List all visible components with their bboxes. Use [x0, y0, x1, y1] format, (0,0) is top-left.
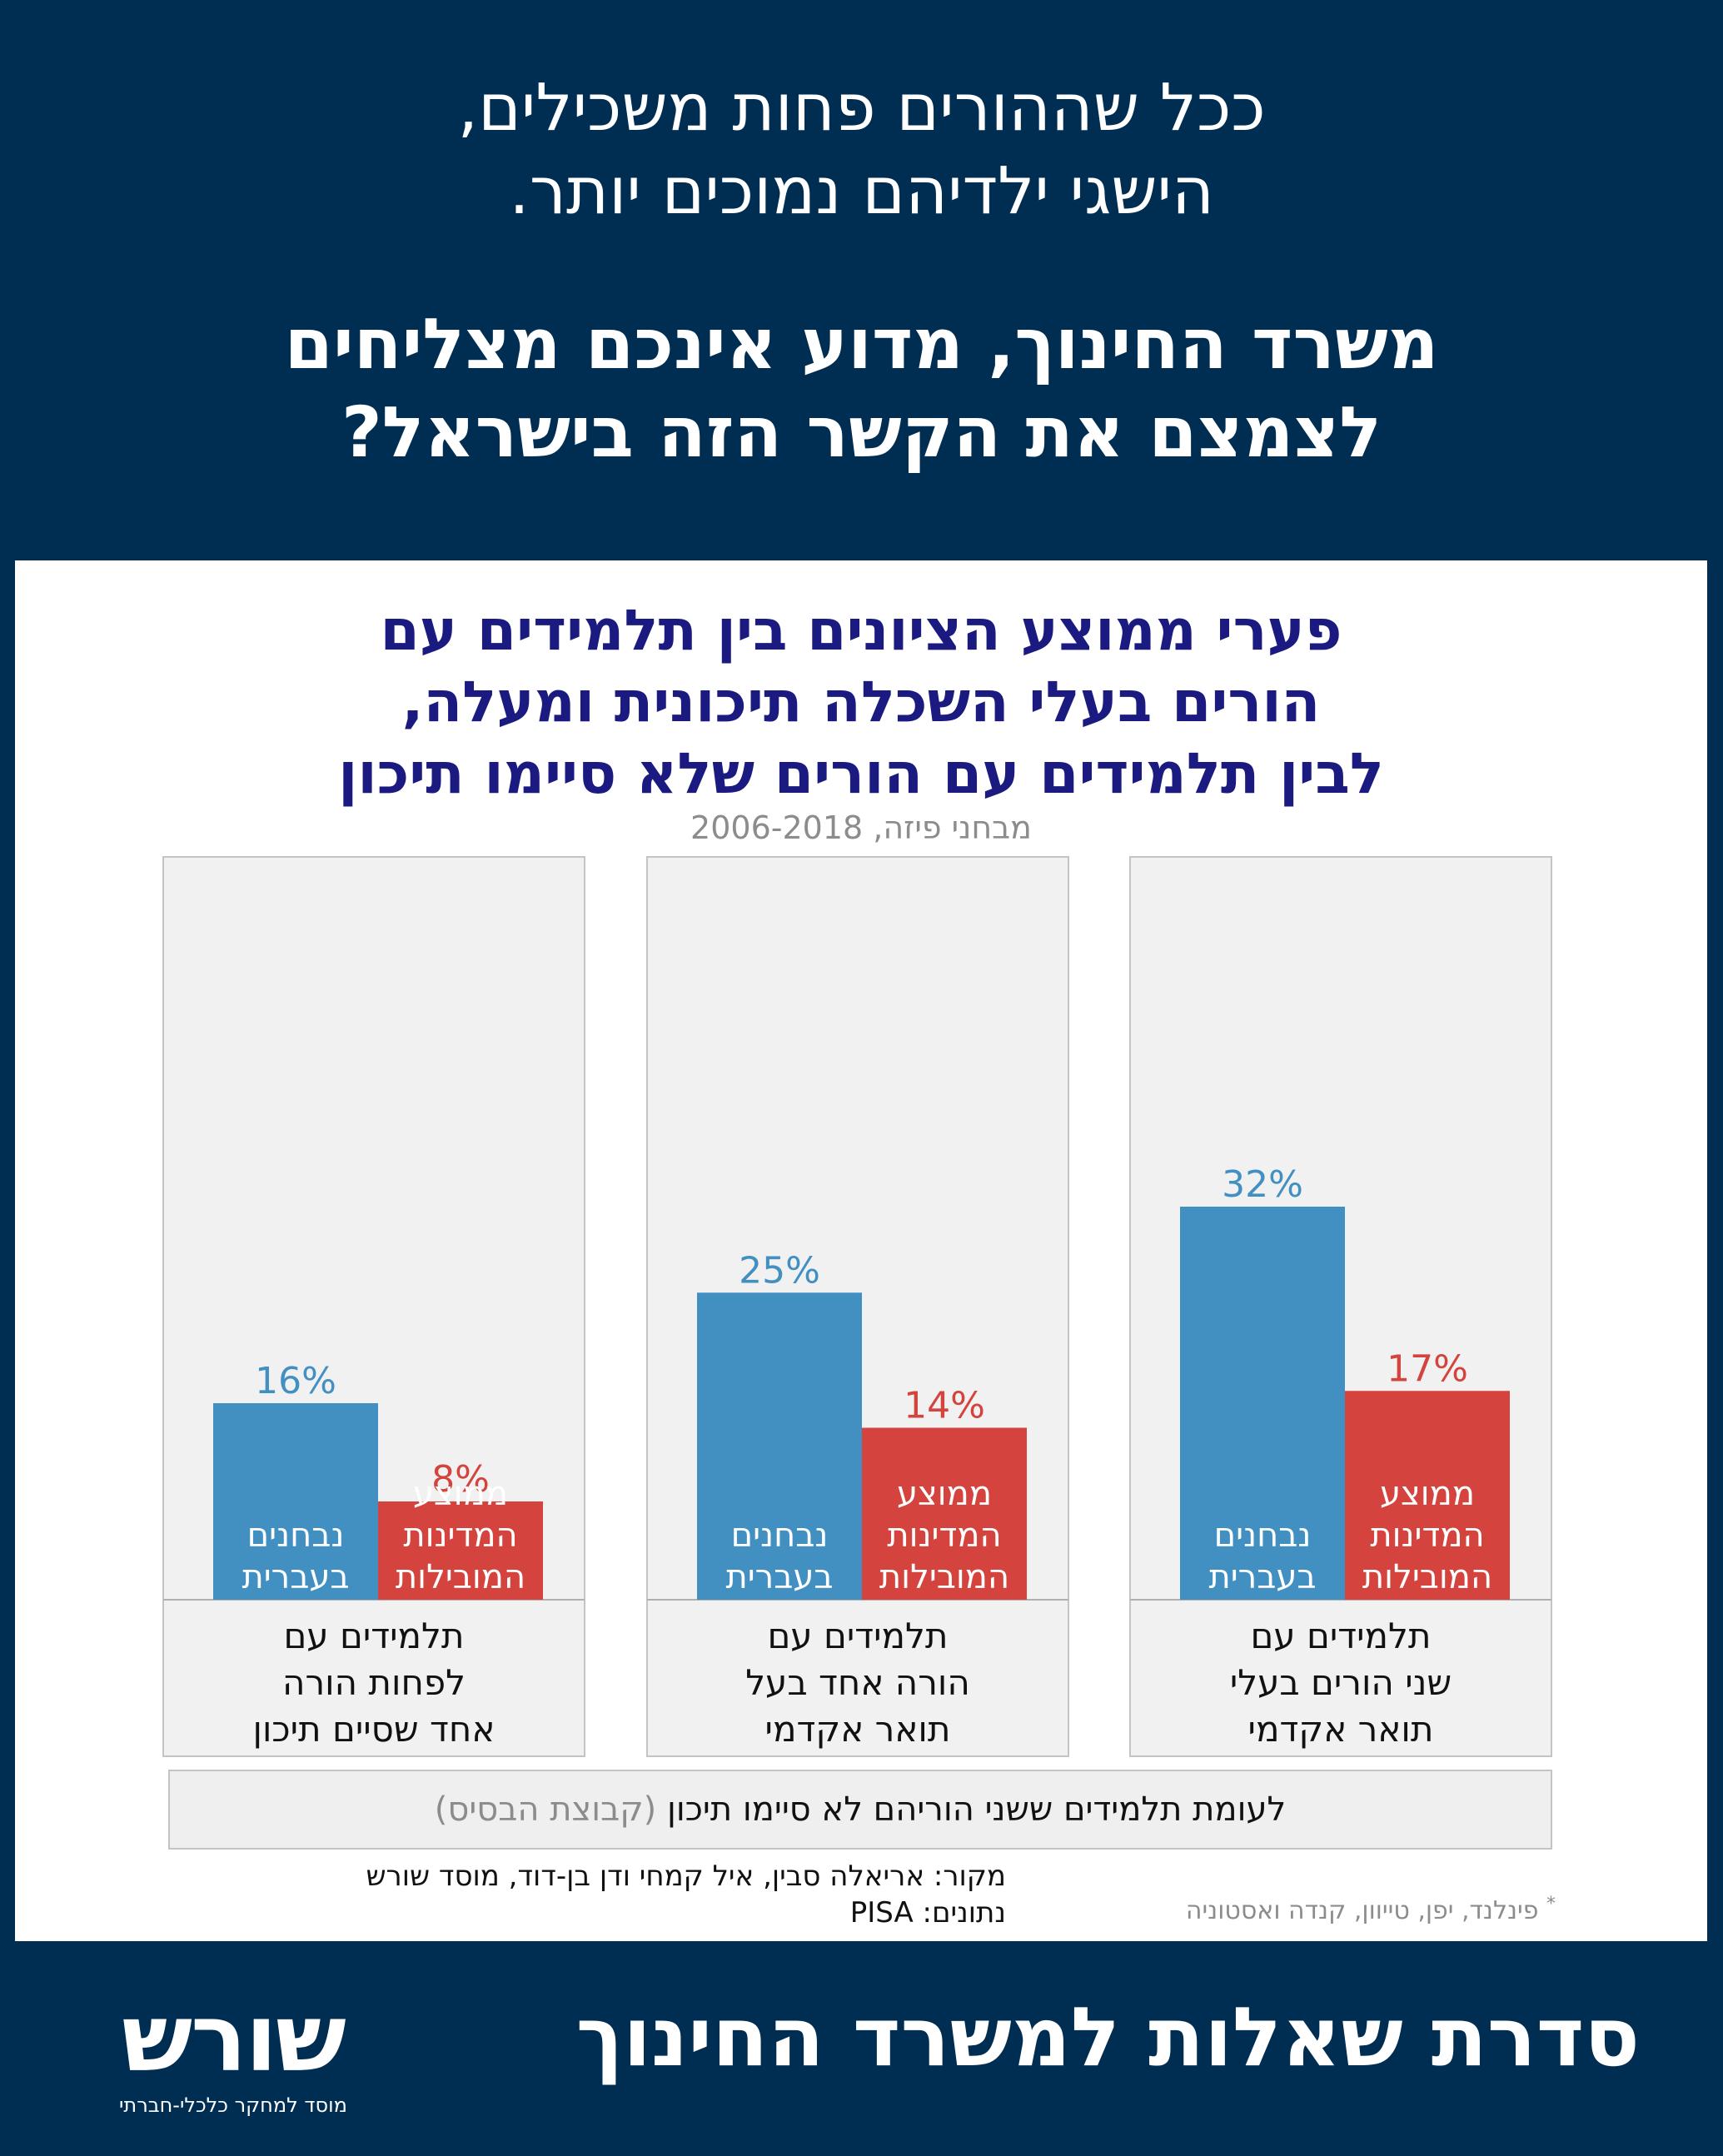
data-label: 17% [1387, 1347, 1468, 1390]
series-title: סדרת שאלות למשרד החינוך [575, 1990, 1640, 2085]
category-label: תלמידים עם [283, 1616, 464, 1656]
data-label: 16% [255, 1360, 336, 1402]
chart-title-line: הורים בעלי השכלה תיכונית ומעלה, [401, 670, 1321, 735]
series-label: המובילות [396, 1558, 525, 1596]
chart-title-line: פערי ממוצע הציונים בין תלמידים עם [380, 598, 1342, 664]
series-label: המובילות [1362, 1558, 1492, 1596]
header-challenge: משרד החינוך, מדוע אינכם מצליחים לצמצם את… [0, 300, 1723, 476]
bar [1180, 1207, 1345, 1600]
series-label: ממוצע [897, 1475, 992, 1513]
baseline-note-main: לעומת תלמידים ששני הוריהם לא סיימו תיכון [666, 1790, 1287, 1829]
data-label: 8% [431, 1458, 490, 1501]
logo-tagline: מוסד למחקר כלכלי-חברתי [119, 2094, 347, 2117]
chart-title-line: לבין תלמידים עם הורים שלא סיימו תיכון [338, 741, 1384, 807]
series-label: נבחנים [247, 1516, 345, 1555]
bar-chart: 16%נבחניםבעברית8%ממוצעהמדינותהמובילותתלמ… [162, 856, 1552, 1757]
footnote: * פינלנד, יפן, טייוון, קנדה ואסטוניה [1039, 1888, 1556, 1928]
category-label: תואר אקדמי [765, 1709, 951, 1750]
footnote-text: פינלנד, יפן, טייוון, קנדה ואסטוניה [1185, 1896, 1539, 1925]
category-label: תואר אקדמי [1248, 1709, 1434, 1750]
series-label: נבחנים [731, 1516, 829, 1555]
category-label: לפחות הורה [282, 1662, 466, 1703]
bar [862, 1427, 1027, 1600]
series-label: המובילות [879, 1558, 1009, 1596]
bar [378, 1501, 543, 1600]
data-label: 25% [739, 1249, 820, 1292]
baseline-note-muted: (קבוצת הבסיס) [434, 1790, 657, 1829]
footnote-star: * [1546, 1894, 1556, 1915]
category-label: הורה אחד בעל [745, 1662, 970, 1703]
series-label: המדינות [403, 1516, 517, 1555]
series-label: בעברית [1208, 1558, 1316, 1596]
data-label: 14% [904, 1385, 985, 1427]
series-label: ממוצע [413, 1475, 508, 1513]
bar [213, 1403, 378, 1600]
category-panel [162, 856, 585, 1757]
category-label: תלמידים עם [767, 1616, 948, 1656]
header-challenge-line: משרד החינוך, מדוע אינכם מצליחים [284, 303, 1439, 385]
header-question-line: ככל שההורים פחות משכילים, [457, 71, 1266, 146]
series-label: ממוצע [1380, 1475, 1475, 1513]
series-label: בעברית [242, 1558, 349, 1596]
source-credit: מקור: אריאלה סבין, איל קמחי ודן בן-דוד, … [182, 1858, 1006, 1931]
logo-wordmark: שורש [122, 1984, 346, 2093]
chart-title: פערי ממוצע הציונים בין תלמידים עם הורים … [15, 595, 1707, 810]
shoresh-logo: שורש מוסד למחקר כלכלי-חברתי [100, 1989, 366, 2119]
chart-panel: פערי ממוצע הציונים בין תלמידים עם הורים … [15, 560, 1707, 1941]
source-line: מקור: אריאלה סבין, איל קמחי ודן בן-דוד, … [366, 1860, 1006, 1893]
bar [697, 1292, 862, 1600]
header-question-line: הישגי ילדיהם נמוכים יותר. [509, 154, 1214, 229]
series-label: נבחנים [1214, 1516, 1312, 1555]
category-label: תלמידים עם [1250, 1616, 1431, 1656]
category-label: שני הורים בעלי [1230, 1662, 1452, 1703]
header-question: ככל שההורים פחות משכילים, הישגי ילדיהם נ… [0, 67, 1723, 233]
series-label: המדינות [887, 1516, 1001, 1555]
series-label: בעברית [725, 1558, 833, 1596]
bar [1345, 1391, 1510, 1600]
series-label: המדינות [1370, 1516, 1484, 1555]
chart-subtitle: מבחני פיזה, 2006-2018 [690, 809, 1032, 846]
category-label: אחד שסיים תיכון [253, 1709, 495, 1750]
data-source-line: נתונים: PISA [849, 1896, 1006, 1929]
header-challenge-line: לצמצם את הקשר הזה בישראל? [341, 391, 1382, 473]
data-label: 32% [1222, 1163, 1303, 1206]
baseline-note: לעומת תלמידים ששני הוריהם לא סיימו תיכון… [168, 1770, 1552, 1850]
